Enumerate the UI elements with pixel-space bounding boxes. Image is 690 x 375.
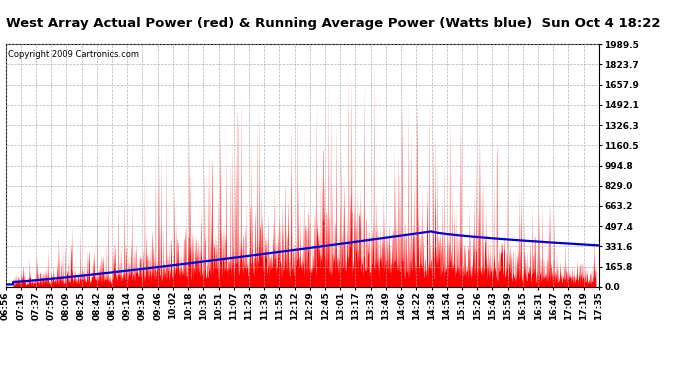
Text: West Array Actual Power (red) & Running Average Power (Watts blue)  Sun Oct 4 18: West Array Actual Power (red) & Running … (6, 17, 660, 30)
Text: Copyright 2009 Cartronics.com: Copyright 2009 Cartronics.com (8, 50, 139, 59)
